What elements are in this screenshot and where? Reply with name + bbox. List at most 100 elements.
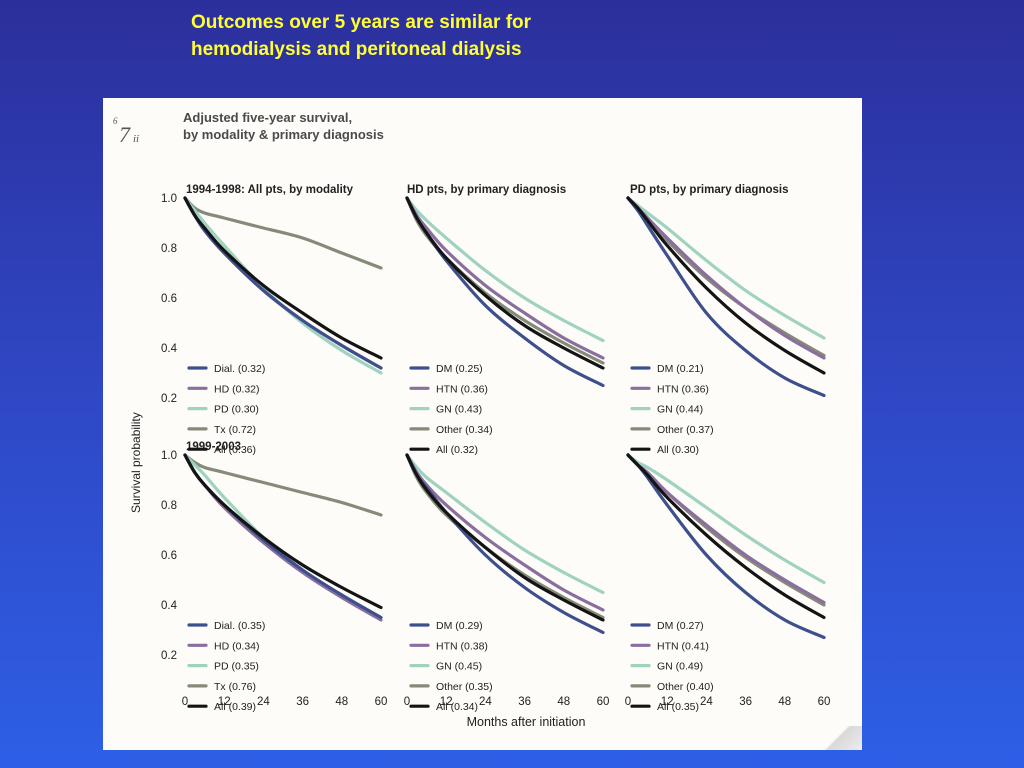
series-line — [183, 453, 383, 610]
series-line — [626, 453, 826, 605]
x-tick-label: 48 — [335, 696, 348, 708]
legend-label: All (0.32) — [436, 444, 478, 456]
legend-label: Dial. (0.32) — [214, 363, 265, 375]
legend-label: GN (0.49) — [657, 661, 703, 673]
y-tick-label: 0.4 — [161, 343, 178, 355]
legend-label: DM (0.27) — [657, 620, 704, 632]
y-tick-label: 0.4 — [161, 600, 178, 612]
series-line — [183, 453, 383, 517]
series-line — [183, 196, 383, 360]
chart-panel-3: DM (0.21) HTN (0.36) GN (0.44) Other (0.37)… — [626, 196, 826, 456]
legend-label: Other (0.34) — [436, 424, 493, 436]
slide-title: Outcomes over 5 years are similar for he… — [191, 9, 711, 63]
y-tick-label: 0.6 — [161, 293, 177, 305]
chart-panel-6: 0 12 24 36 48 60 DM (0.27) HTN (0.41) GN (0.49) O… — [625, 453, 831, 713]
legend-label: Other (0.35) — [436, 681, 493, 693]
x-tick-label: 48 — [778, 696, 791, 708]
x-tick-label: 36 — [518, 696, 531, 708]
legend-label: Other (0.37) — [657, 424, 714, 436]
x-tick-label: 0 — [625, 696, 631, 708]
legend-label: Tx (0.76) — [214, 681, 256, 693]
legend-label: Other (0.40) — [657, 681, 714, 693]
series-line — [405, 196, 605, 370]
y-axis-label: Survival probability — [129, 412, 143, 513]
x-tick-label: 60 — [597, 696, 610, 708]
y-tick-label: 0.2 — [161, 393, 177, 405]
legend-label: HD (0.32) — [214, 383, 260, 395]
figure-number-sub: ii — [133, 133, 139, 145]
series-line — [405, 453, 605, 622]
x-tick-label: 0 — [404, 696, 410, 708]
series-line — [626, 196, 826, 398]
legend-label: All (0.34) — [436, 701, 478, 713]
legend-label: All (0.39) — [214, 701, 256, 713]
slide-title-line-2: hemodialysis and peritoneal dialysis — [191, 39, 522, 60]
series-line — [405, 196, 605, 365]
slide-title-line-1: Outcomes over 5 years are similar for — [191, 12, 532, 33]
legend-label: All (0.35) — [657, 701, 699, 713]
x-tick-label: 12 — [218, 696, 231, 708]
series-line — [626, 453, 826, 607]
col-title-pd: PD pts, by primary diagnosis — [630, 184, 788, 196]
legend-label: GN (0.44) — [657, 404, 703, 416]
series-line — [626, 453, 826, 620]
series-line — [405, 196, 605, 343]
series-line — [626, 196, 826, 375]
series-line — [405, 453, 605, 595]
series-line — [183, 196, 383, 270]
x-tick-label: 60 — [818, 696, 831, 708]
chart-panel-4: 1.0 0.8 0.6 0.4 0.2 0 12 24 36 48 60 Dial. (0.35) HD… — [161, 450, 387, 713]
series-line — [626, 453, 826, 585]
y-tick-label: 1.0 — [161, 193, 177, 205]
legend-label: PD (0.35) — [214, 661, 259, 673]
x-tick-label: 12 — [440, 696, 453, 708]
legend-label: Dial. (0.35) — [214, 620, 265, 632]
row-label-1: 1994-1998: All pts, by modality — [186, 184, 354, 196]
y-tick-label: 0.2 — [161, 650, 177, 662]
y-tick-label: 1.0 — [161, 450, 177, 462]
chart-panel-1: 1.0 0.8 0.6 0.4 0.2 Dial. (0.32) HD (0.32) PD (… — [161, 193, 383, 456]
series-line — [405, 196, 605, 388]
legend-label: DM (0.21) — [657, 363, 704, 375]
legend-label: HTN (0.36) — [436, 383, 488, 395]
series-line — [183, 196, 383, 375]
figure-number: 7 — [119, 122, 131, 147]
series-line — [183, 453, 383, 622]
x-tick-label: 24 — [700, 696, 713, 708]
x-axis-label: Months after initiation — [467, 715, 586, 729]
figure-number-sup: 6 — [113, 116, 118, 126]
x-tick-label: 24 — [257, 696, 270, 708]
x-tick-label: 24 — [479, 696, 492, 708]
x-tick-label: 0 — [182, 696, 188, 708]
legend-label: HTN (0.41) — [657, 640, 709, 652]
legend-label: Tx (0.72) — [214, 424, 256, 436]
col-title-hd: HD pts, by primary diagnosis — [407, 184, 566, 196]
chart-panel-2: DM (0.25) HTN (0.36) GN (0.43) Other (0.34)… — [405, 196, 605, 456]
chart-panel-5: 0 12 24 36 48 60 DM (0.29) HTN (0.38) GN (0.45) O… — [404, 453, 610, 713]
page-curl — [816, 726, 862, 750]
figure-title-line-1: Adjusted five-year survival, — [183, 110, 352, 125]
legend-label: All (0.36) — [214, 444, 256, 456]
x-tick-label: 48 — [557, 696, 570, 708]
y-tick-label: 0.8 — [161, 243, 177, 255]
figure-title-line-2: by modality & primary diagnosis — [183, 127, 384, 142]
legend-label: All (0.30) — [657, 444, 699, 456]
survival-figure: 6 7 ii Adjusted five-year survival, by m… — [103, 98, 862, 750]
y-tick-label: 0.8 — [161, 500, 177, 512]
legend-label: DM (0.29) — [436, 620, 483, 632]
series-line — [405, 453, 605, 612]
series-line — [626, 196, 826, 340]
x-tick-label: 36 — [739, 696, 752, 708]
x-tick-label: 36 — [296, 696, 309, 708]
legend-label: HTN (0.36) — [657, 383, 709, 395]
legend-label: DM (0.25) — [436, 363, 483, 375]
legend-label: HD (0.34) — [214, 640, 260, 652]
x-tick-label: 12 — [661, 696, 674, 708]
legend-label: GN (0.45) — [436, 661, 482, 673]
legend-label: GN (0.43) — [436, 404, 482, 416]
legend-label: HTN (0.38) — [436, 640, 488, 652]
series-line — [405, 196, 605, 360]
x-tick-label: 60 — [375, 696, 388, 708]
survival-charts: 6 7 ii Adjusted five-year survival, by m… — [113, 110, 831, 729]
legend-label: PD (0.30) — [214, 404, 259, 416]
